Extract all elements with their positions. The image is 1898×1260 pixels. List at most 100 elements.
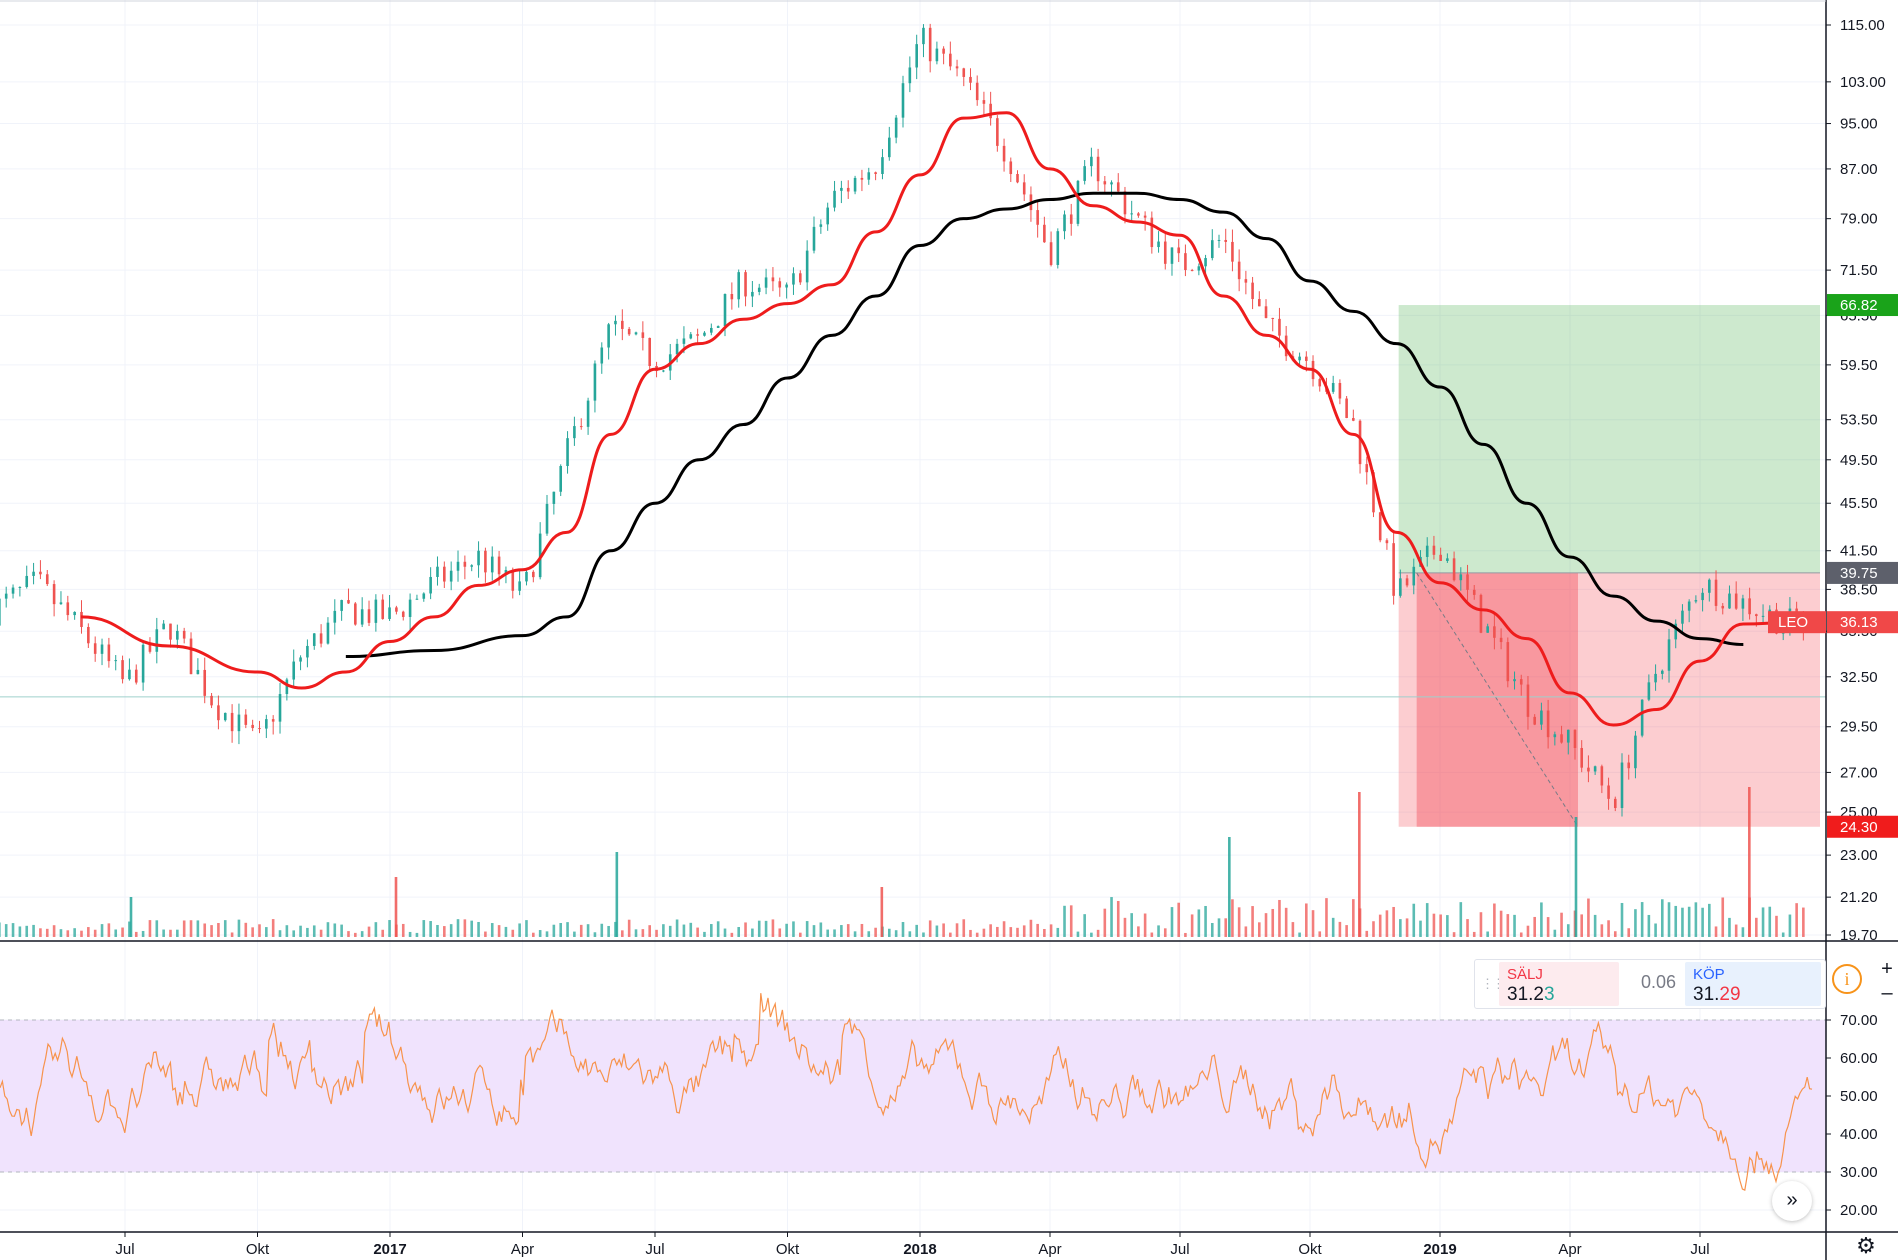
volume-bar-up (73, 928, 76, 937)
volume-bar-down (1284, 907, 1288, 937)
candle-down (367, 609, 371, 623)
volume-bar-down (244, 922, 248, 937)
candle-up (162, 623, 165, 630)
volume-spike (1228, 837, 1231, 937)
volume-bar-up (757, 920, 761, 937)
volume-bar-down (874, 927, 877, 937)
sell-price-last: 3 (1543, 984, 1555, 1005)
candle-down (1452, 558, 1456, 581)
zoom-in-button[interactable]: + (1881, 958, 1893, 980)
candle-up (792, 273, 795, 285)
volume-bar-down (1043, 928, 1046, 937)
candle-up (306, 645, 309, 658)
volume-bar-down (1352, 899, 1355, 937)
candle-up (805, 250, 809, 283)
candle-up (1331, 382, 1335, 392)
candle-down (627, 328, 631, 335)
volume-bar-up (716, 921, 720, 937)
volume-bar-up (32, 924, 35, 937)
info-icon[interactable]: i (1832, 964, 1862, 994)
price-tag-label: 66.82 (1840, 297, 1878, 314)
volume-bar-up (805, 921, 809, 937)
candle-down (1184, 253, 1187, 271)
volume-bar-down (1795, 903, 1798, 937)
settings-gear-icon[interactable]: ⚙ (1856, 1233, 1876, 1258)
candle-down (1358, 420, 1362, 465)
price-tag (1827, 815, 1898, 838)
candle-up (819, 224, 823, 227)
candle-down (107, 644, 111, 662)
volume-bar-down (655, 929, 658, 937)
candle-down (1163, 241, 1167, 264)
volume-bar-down (949, 932, 952, 937)
sell-button[interactable]: SÄLJ 31.23 (1499, 962, 1619, 1006)
candle-down (484, 550, 487, 573)
volume-bar-down (1137, 926, 1140, 937)
candle-up (785, 284, 788, 288)
volume-bar-down (271, 919, 275, 937)
volume-bar-down (217, 923, 220, 937)
candle-down (1734, 593, 1738, 609)
volume-bar-down (771, 919, 775, 937)
price-tick-label: 23.00 (1840, 847, 1878, 864)
candle-down (1627, 762, 1631, 769)
candle-up (299, 657, 302, 662)
volume-bar-up (4, 924, 8, 937)
volume-bar-up (1640, 902, 1644, 937)
volume-bar-up (504, 926, 508, 937)
volume-bar-up (593, 932, 597, 937)
volume-bar-down (1029, 919, 1033, 937)
volume-bar-up (1687, 906, 1691, 937)
candle-up (59, 602, 63, 605)
candle-up (662, 370, 665, 372)
volume-bar-up (114, 929, 118, 937)
scroll-to-realtime-button[interactable]: » (1772, 1181, 1812, 1221)
volume-bar-up (867, 931, 871, 937)
time-tick-label: Apr (511, 1241, 534, 1258)
candle-up (388, 607, 391, 619)
candle-up (11, 587, 15, 594)
price-tick-label: 53.50 (1840, 412, 1878, 429)
volume-bar-up (299, 925, 302, 937)
candle-up (703, 332, 706, 336)
volume-bar-down (1392, 906, 1395, 937)
buy-button[interactable]: KÖP 31.29 (1685, 962, 1821, 1006)
candle-up (1063, 214, 1066, 232)
volume-bar-down (1338, 921, 1342, 937)
volume-bar-up (456, 919, 460, 937)
candle-up (326, 622, 330, 644)
volume-bar-down (989, 924, 992, 937)
candle-down (210, 695, 213, 706)
volume-bar-up (894, 930, 898, 937)
volume-bar-down (87, 927, 90, 937)
candle-down (1755, 614, 1758, 617)
zoom-out-button[interactable]: – (1881, 982, 1893, 1004)
volume-spike (394, 877, 398, 937)
volume-bar-down (962, 919, 966, 937)
candle-up (1761, 615, 1765, 617)
candle-up (278, 694, 282, 722)
candle-down (1352, 418, 1355, 421)
volume-bar-down (1244, 926, 1248, 937)
symbol-tag (1768, 611, 1826, 634)
volume-bar-down (846, 924, 850, 937)
sell-price: 31.23 (1507, 984, 1555, 1006)
sell-price-main: 31.2 (1507, 984, 1544, 1005)
volume-bar-down (982, 928, 986, 937)
candle-down (1237, 261, 1241, 280)
rsi-tick-label: 70.00 (1840, 1012, 1878, 1029)
volume-bar-up (908, 931, 912, 937)
volume-bar-up (1063, 905, 1066, 937)
volume-bar-up (751, 928, 754, 937)
volume-bar-up (922, 932, 925, 937)
volume-bar-up (1513, 914, 1516, 937)
candle-down (771, 277, 775, 282)
candle-up (922, 27, 925, 45)
candle-up (573, 426, 576, 439)
price-tick-label: 59.50 (1840, 357, 1878, 374)
candle-up (518, 581, 521, 591)
candle-down (1392, 543, 1395, 596)
volume-bar-down (1069, 905, 1073, 937)
volume-bar-down (511, 929, 515, 937)
price-tick-label: 38.50 (1840, 581, 1878, 598)
